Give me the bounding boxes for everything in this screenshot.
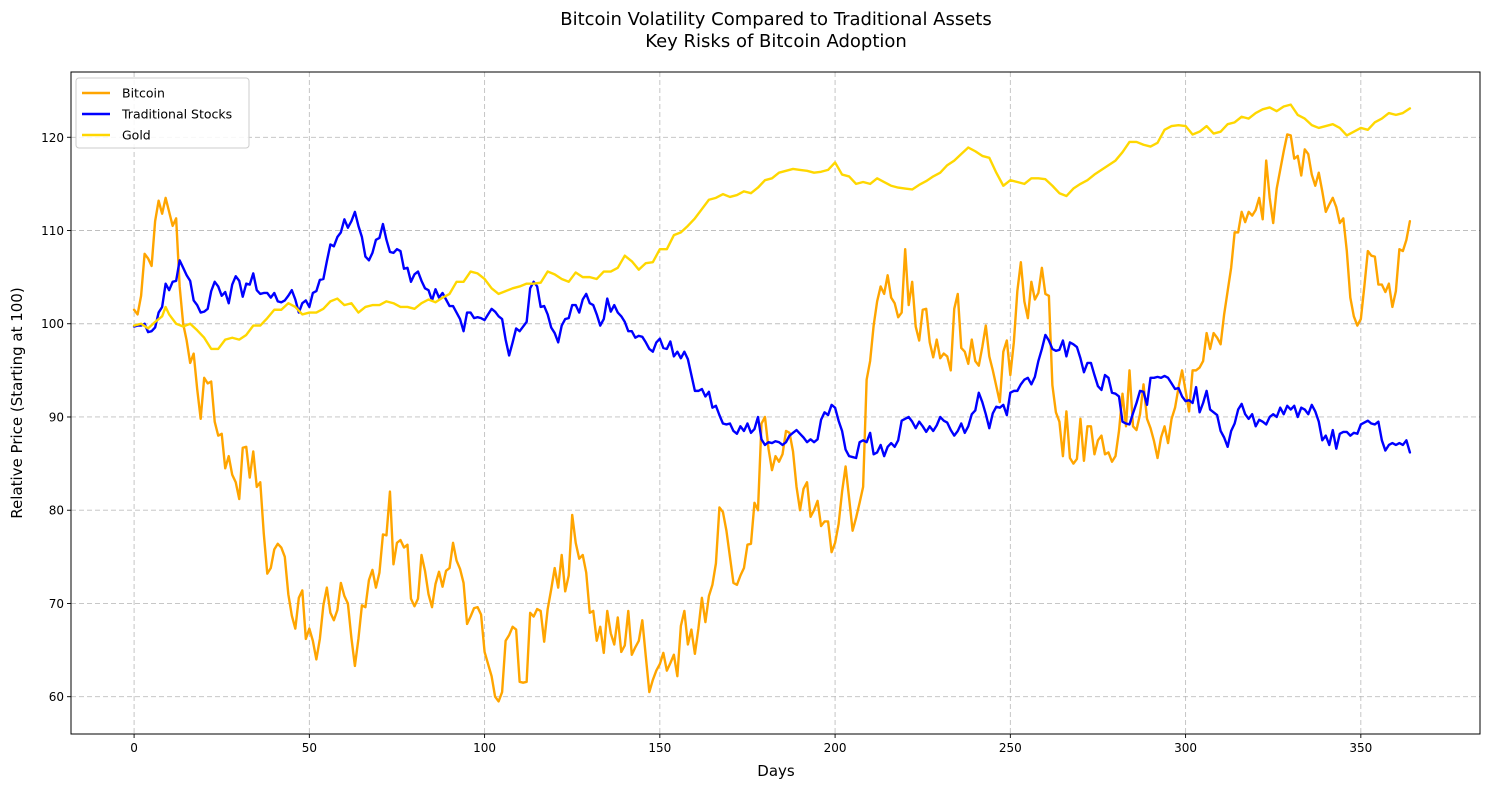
series-line-traditional-stocks	[132, 210, 1412, 460]
x-tick-label: 100	[473, 741, 496, 755]
plot-area-frame	[70, 71, 1481, 735]
y-tick-label: 100	[41, 317, 64, 331]
legend-box	[75, 77, 250, 149]
legend-label-bitcoin: Bitcoin	[122, 86, 165, 101]
x-tick-label: 250	[999, 741, 1022, 755]
y-axis-label: Relative Price (Starting at 100)	[8, 287, 26, 518]
chart-title-line-2: Key Risks of Bitcoin Adoption	[645, 31, 907, 52]
series-line-gold	[132, 103, 1412, 351]
x-tick-label: 150	[648, 741, 671, 755]
grid	[71, 72, 1480, 734]
x-tick-label: 300	[1174, 741, 1197, 755]
legend: Bitcoin Traditional Stocks Gold	[75, 77, 250, 149]
y-tick-label: 80	[49, 504, 64, 518]
x-tick-label: 0	[130, 741, 138, 755]
x-tick-label: 200	[824, 741, 847, 755]
y-tick-label: 120	[41, 131, 64, 145]
legend-label-gold: Gold	[122, 128, 151, 143]
series-lines	[132, 103, 1412, 703]
y-tick-label: 70	[49, 597, 64, 611]
y-tick-label: 110	[41, 224, 64, 238]
legend-label-traditional-stocks: Traditional Stocks	[121, 107, 232, 122]
x-tick-label: 350	[1349, 741, 1372, 755]
axis-ticks: 0 50 100 150 200 250 300 350 60 70 80 90 100 110 120	[41, 131, 1372, 755]
y-tick-label: 60	[49, 690, 64, 704]
chart-title-line-1: Bitcoin Volatility Compared to Tradition…	[560, 9, 992, 30]
series-line-bitcoin	[132, 133, 1412, 703]
x-axis-label: Days	[757, 762, 795, 780]
x-tick-label: 50	[302, 741, 317, 755]
y-tick-label: 90	[49, 410, 64, 424]
